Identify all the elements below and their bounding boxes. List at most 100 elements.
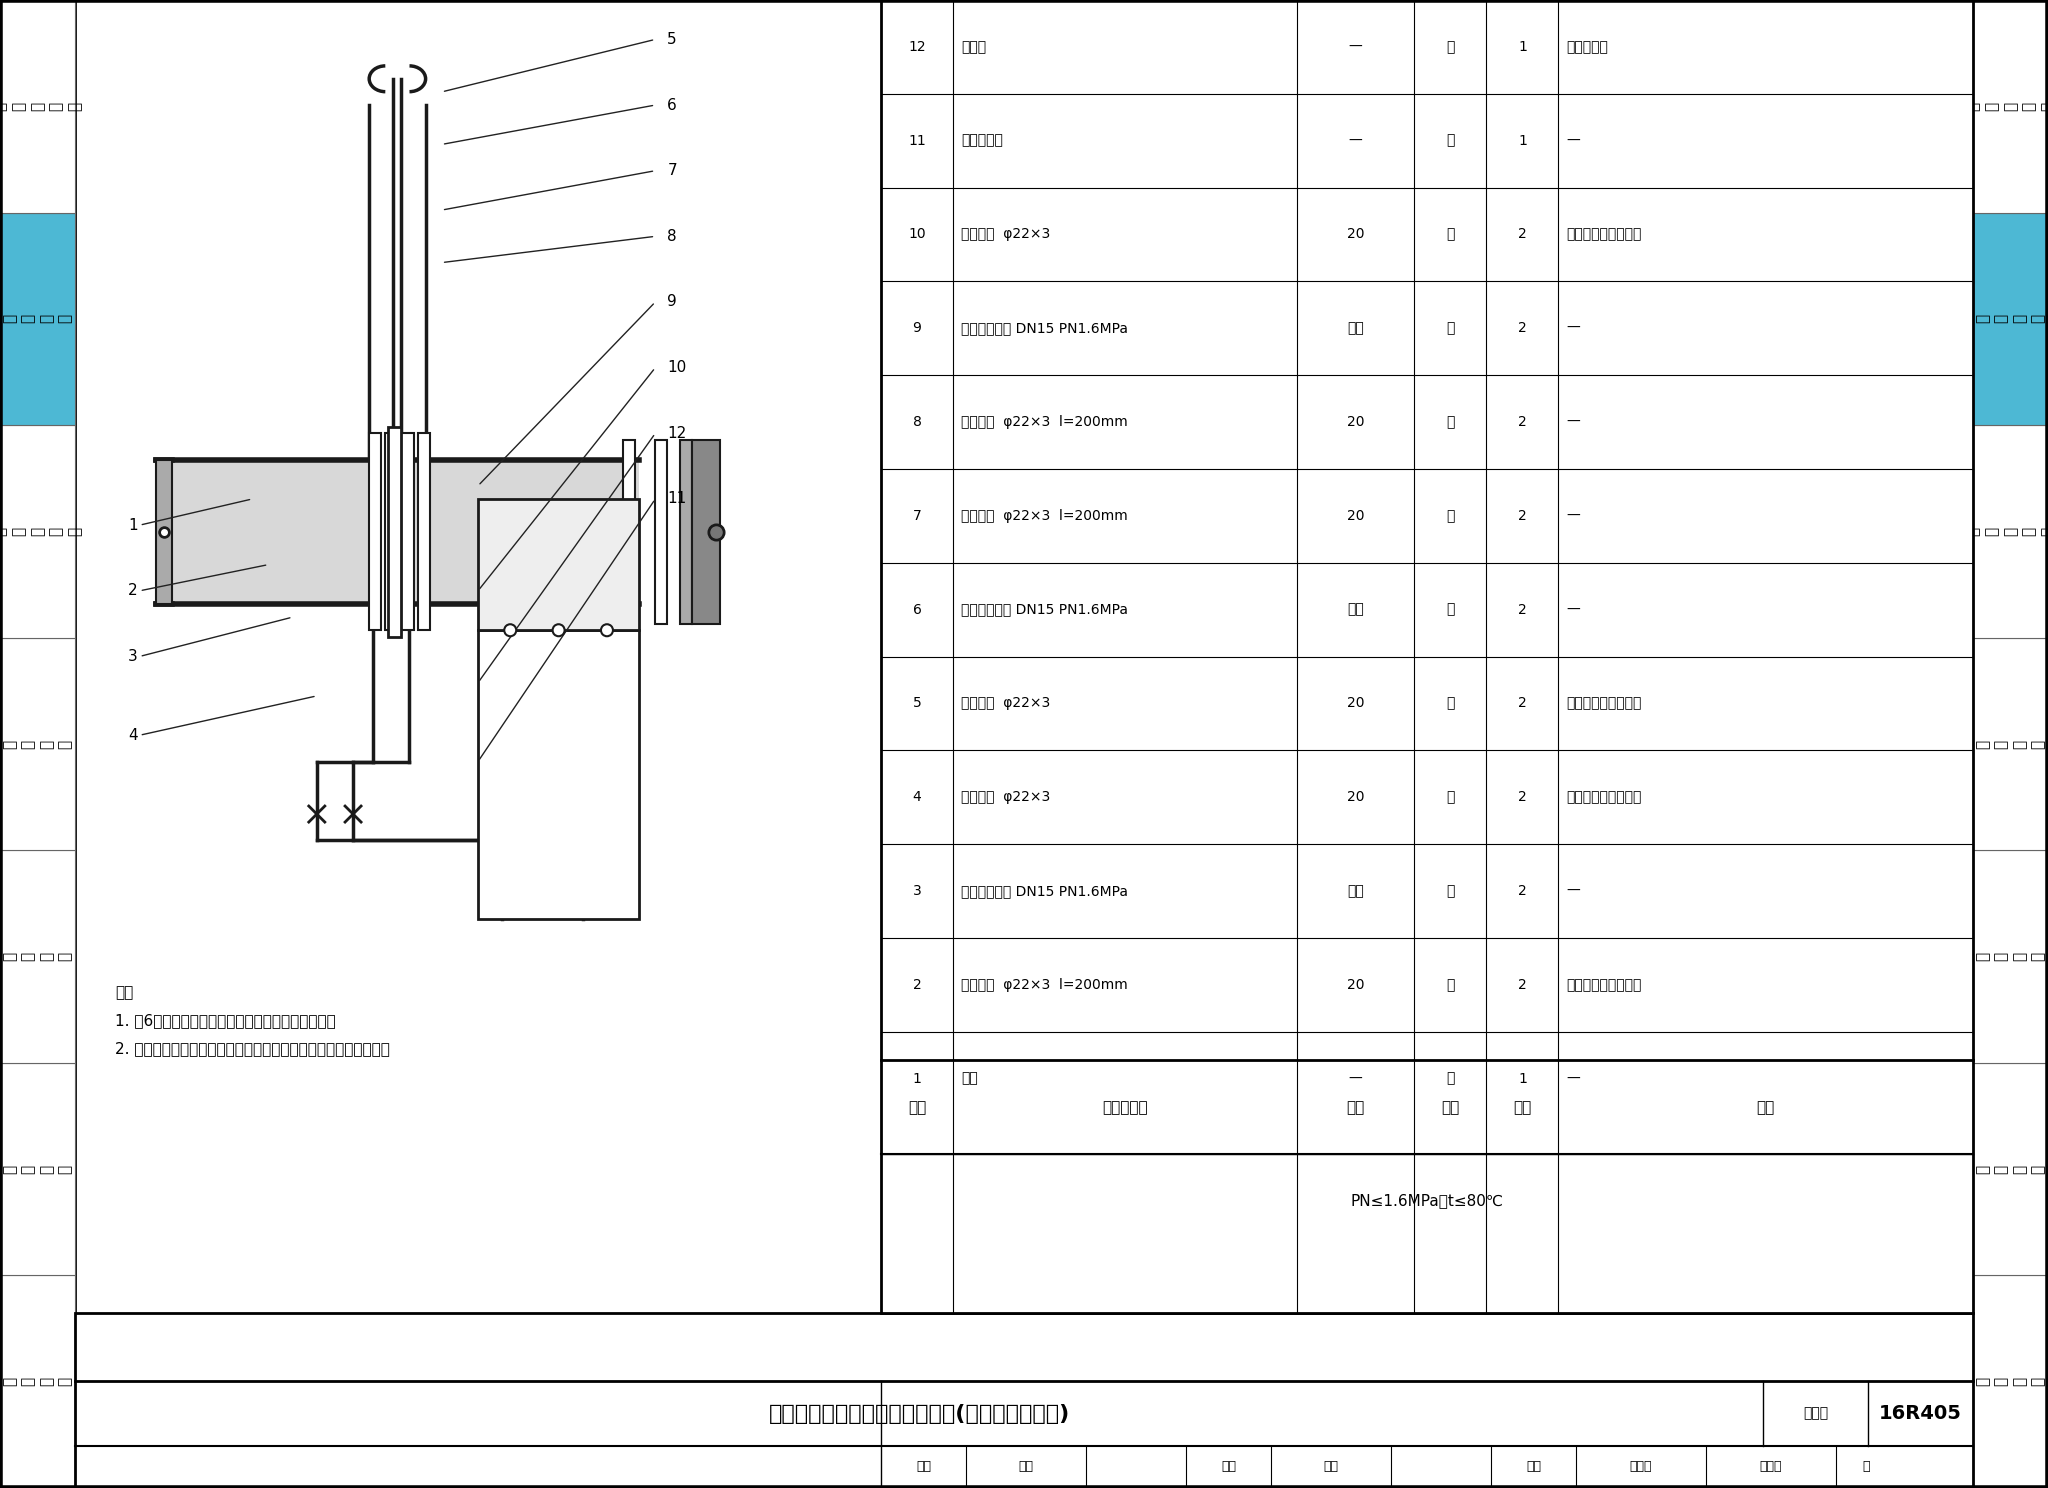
- Text: 热
冷
量
仪
表: 热 冷 量 仪 表: [0, 527, 82, 536]
- Bar: [1972, 638, 2048, 850]
- Text: 16R405: 16R405: [1880, 1405, 1962, 1423]
- Text: 8: 8: [913, 415, 922, 429]
- Bar: [1972, 1062, 2048, 1275]
- Polygon shape: [385, 433, 397, 631]
- Text: 温
度
仪
表: 温 度 仪 表: [1974, 740, 2046, 748]
- Text: 碳钢: 碳钢: [1348, 321, 1364, 335]
- Text: 序号: 序号: [907, 1100, 926, 1115]
- Text: 1: 1: [127, 518, 137, 533]
- Text: —: —: [1350, 40, 1362, 54]
- Text: 曾攀登: 曾攀登: [1630, 1461, 1653, 1473]
- Text: 11: 11: [907, 134, 926, 147]
- Text: 2: 2: [127, 583, 137, 598]
- Bar: [881, 0, 1972, 1312]
- Text: 4: 4: [127, 728, 137, 743]
- Text: 亢攀登: 亢攀登: [1759, 1461, 1782, 1473]
- Text: —: —: [1350, 134, 1362, 147]
- Text: —: —: [1567, 884, 1581, 897]
- Text: —: —: [1567, 1071, 1581, 1086]
- Text: 2: 2: [1518, 696, 1528, 710]
- Text: 2: 2: [913, 978, 922, 991]
- Text: 液
位
仪
表: 液 位 仪 表: [1974, 1378, 2046, 1387]
- Text: 三阀组: 三阀组: [961, 40, 987, 54]
- Polygon shape: [655, 440, 668, 623]
- Text: 12: 12: [907, 40, 926, 54]
- Text: 2: 2: [1518, 790, 1528, 804]
- Polygon shape: [401, 433, 414, 631]
- Text: 备注: 备注: [1757, 1100, 1776, 1115]
- Bar: [0, 638, 76, 850]
- Text: 无缝钢管  φ22×3: 无缝钢管 φ22×3: [961, 696, 1051, 710]
- Text: 个: 个: [1446, 603, 1454, 616]
- Text: 长度由工程设计确定: 长度由工程设计确定: [1567, 228, 1642, 241]
- Text: 内螺纹截止阀 DN15 PN1.6MPa: 内螺纹截止阀 DN15 PN1.6MPa: [961, 321, 1128, 335]
- Bar: [1972, 0, 2048, 213]
- Text: 5: 5: [668, 31, 678, 48]
- Circle shape: [504, 625, 516, 637]
- Text: 11: 11: [668, 491, 686, 506]
- Text: 校对: 校对: [1221, 1461, 1237, 1473]
- Bar: [0, 213, 76, 426]
- Text: 设计: 设计: [1526, 1461, 1540, 1473]
- Polygon shape: [623, 440, 635, 623]
- Text: 审核: 审核: [915, 1461, 932, 1473]
- Text: 20: 20: [1348, 978, 1364, 991]
- Text: 材料: 材料: [1346, 1100, 1364, 1115]
- Text: 温
度
仪
表: 温 度 仪 表: [2, 740, 74, 748]
- Text: 6: 6: [668, 98, 678, 113]
- Text: 2: 2: [1518, 228, 1528, 241]
- Text: 根: 根: [1446, 978, 1454, 991]
- Text: 碳钢: 碳钢: [1348, 603, 1364, 616]
- Bar: [0, 850, 76, 1062]
- Polygon shape: [692, 440, 719, 623]
- Text: 10: 10: [907, 228, 926, 241]
- Text: 无缝钢管  φ22×3: 无缝钢管 φ22×3: [961, 228, 1051, 241]
- Text: 无缝钢管  φ22×3  l=200mm: 无缝钢管 φ22×3 l=200mm: [961, 509, 1128, 522]
- Text: 图集号: 图集号: [1802, 1406, 1829, 1421]
- Text: 2: 2: [1518, 509, 1528, 522]
- Text: 9: 9: [668, 295, 678, 310]
- Circle shape: [600, 625, 612, 637]
- Bar: [0, 426, 76, 638]
- Text: 湿
度
仪
表: 湿 度 仪 表: [1974, 1165, 2046, 1174]
- Text: 10: 10: [668, 360, 686, 375]
- Text: 编
制
总
说
明: 编 制 总 说 明: [0, 101, 82, 110]
- Text: 湿
度
仪
表: 湿 度 仪 表: [2, 1165, 74, 1174]
- Text: 无缝钢管  φ22×3: 无缝钢管 φ22×3: [961, 790, 1051, 804]
- Text: 孔板流量计测量气体安装示意图(差压计高于孔板): 孔板流量计测量气体安装示意图(差压计高于孔板): [768, 1403, 1069, 1424]
- Bar: [0, 1275, 76, 1488]
- Text: 根: 根: [1446, 228, 1454, 241]
- Text: —: —: [1567, 134, 1581, 147]
- Text: 5: 5: [913, 696, 922, 710]
- Text: 根: 根: [1446, 790, 1454, 804]
- Text: 长度由工程设计确定: 长度由工程设计确定: [1567, 790, 1642, 804]
- Text: 根: 根: [1446, 696, 1454, 710]
- Bar: [477, 631, 639, 920]
- Text: 流
量
仪
表: 流 量 仪 表: [2, 314, 74, 323]
- Text: —: —: [1567, 415, 1581, 429]
- Polygon shape: [418, 433, 430, 631]
- Text: 个: 个: [1446, 884, 1454, 897]
- Text: PN≤1.6MPa，t≤80℃: PN≤1.6MPa，t≤80℃: [1350, 1193, 1503, 1208]
- Text: 流
量
仪
表: 流 量 仪 表: [1974, 314, 2046, 323]
- Text: 内螺纹截止阀 DN15 PN1.6MPa: 内螺纹截止阀 DN15 PN1.6MPa: [961, 884, 1128, 897]
- Text: 差压变送器: 差压变送器: [961, 134, 1004, 147]
- Text: 液
位
仪
表: 液 位 仪 表: [2, 1378, 74, 1387]
- Text: 2: 2: [1518, 978, 1528, 991]
- Text: 20: 20: [1348, 790, 1364, 804]
- Text: —: —: [1350, 1071, 1362, 1086]
- Text: 8: 8: [668, 229, 678, 244]
- Text: 1: 1: [1518, 1071, 1528, 1086]
- Text: 孔板: 孔板: [961, 1071, 977, 1086]
- Text: 内螺纹截止阀 DN15 PN1.6MPa: 内螺纹截止阀 DN15 PN1.6MPa: [961, 603, 1128, 616]
- Bar: [1972, 213, 2048, 426]
- Text: 向宏: 向宏: [1323, 1461, 1339, 1473]
- Bar: [76, 1312, 1972, 1488]
- Text: 个: 个: [1446, 321, 1454, 335]
- Text: 20: 20: [1348, 415, 1364, 429]
- Text: 压
力
仪
表: 压 力 仪 表: [2, 952, 74, 961]
- Text: 肖犁: 肖犁: [1018, 1461, 1034, 1473]
- Text: —: —: [1567, 509, 1581, 522]
- Bar: [0, 0, 76, 213]
- Text: 根: 根: [1446, 509, 1454, 522]
